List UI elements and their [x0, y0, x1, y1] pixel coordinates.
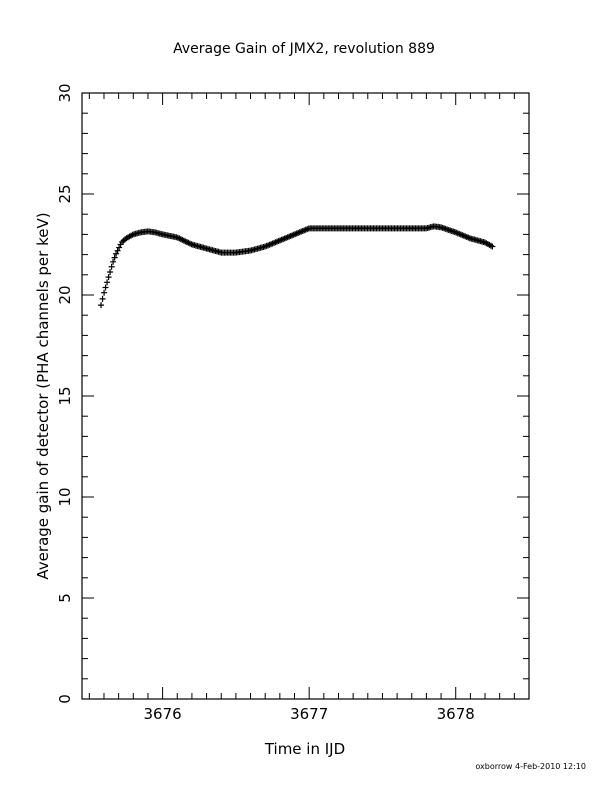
data-point: [489, 243, 496, 250]
y-axis-label: Average gain of detector (PHA channels p…: [34, 212, 52, 579]
data-point: [108, 263, 115, 270]
data-point: [116, 244, 123, 251]
footer-stamp: oxborrow 4-Feb-2010 12:10: [475, 762, 586, 771]
data-points: [98, 223, 496, 309]
y-tick-label: 25: [56, 184, 74, 203]
x-tick-label: 3677: [290, 705, 328, 723]
data-point: [114, 247, 121, 254]
y-tick-label: 10: [56, 487, 74, 506]
x-tick-label: 3676: [144, 705, 182, 723]
plot-frame: [81, 92, 530, 700]
data-point: [101, 289, 108, 296]
y-tick-label: 0: [56, 694, 74, 704]
y-tick-label: 5: [56, 593, 74, 603]
data-point: [104, 279, 111, 286]
data-point: [98, 302, 105, 309]
data-point: [107, 268, 114, 275]
y-axis-ticks: [82, 92, 529, 700]
data-point: [113, 250, 120, 257]
data-point: [99, 295, 106, 302]
x-axis-tick-labels: 3676 3677 3678: [144, 705, 475, 723]
data-point: [105, 274, 112, 281]
data-point: [111, 254, 118, 261]
y-axis-tick-labels: 0 5 10 15 20 25 30: [56, 83, 74, 703]
x-axis-ticks: [88, 93, 530, 699]
x-axis-label: Time in IJD: [264, 740, 345, 758]
data-point: [102, 284, 109, 291]
x-tick-label: 3678: [437, 705, 475, 723]
y-tick-label: 20: [56, 285, 74, 304]
y-tick-label: 30: [56, 83, 74, 102]
data-point: [110, 258, 117, 265]
y-tick-label: 15: [56, 386, 74, 405]
chart-title: Average Gain of JMX2, revolution 889: [173, 41, 435, 57]
